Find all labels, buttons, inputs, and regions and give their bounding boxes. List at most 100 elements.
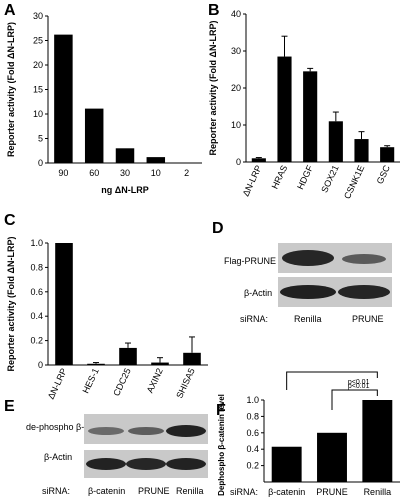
chart-c: 0 0.2 0.4 0.6 0.8 1.0 ΔN-LRP HES-1 CDC25 AXIN2 SHI… [6,237,208,400]
chart-a-ytick-label: 0 [38,158,43,168]
chart-f-bar [362,400,393,482]
chart-b-bar [354,139,369,162]
chart-a: 0 5 10 15 20 25 30 90 60 30 10 2 Reporter activity (… [6,11,202,195]
chart-f-bar [317,432,347,482]
chart-b-bar [380,147,395,162]
chart-f-category-label: PRUNE [316,487,348,497]
blot-e-lane-3: Renilla [176,486,204,496]
chart-b-category-label: CSNK1E [342,164,366,201]
chart-c-bar [55,243,73,365]
chart-f-x-prefix: siRNA: [230,487,258,497]
chart-c-ytick-label: 1.0 [30,238,43,248]
chart-c-category-label: AXIN2 [145,367,165,395]
blot-e-lane-1: β-catenin [88,486,126,496]
chart-a-ytick-label: 5 [38,134,43,144]
chart-b-category-label: HDGF [295,163,315,191]
chart-c-category-label: SHISA5 [174,367,197,400]
blot-e-row-1-label: de-phospho β-catenin [26,422,114,432]
chart-a-ytick-label: 25 [33,36,43,46]
chart-f-category-label: Renilla [364,487,392,497]
blot-e-sirna-prefix: siRNA: [42,486,71,496]
chart-a-ytick-label: 15 [33,85,43,95]
chart-f-bracket-inner [331,389,378,410]
chart-b: 0 10 20 30 40 ΔN-LRP HRAS HDGF SOX21 CSNK1E GSC Rep… [208,9,400,201]
chart-b-bar [328,121,343,162]
chart-f-y-axis-label: Dephospho β-catenin level [217,394,226,496]
chart-b-ytick-label: 30 [231,46,241,56]
chart-f-ytick-label: 0.8 [246,411,259,421]
chart-b-ytick-label: 40 [231,9,241,19]
chart-b-category-label: ΔN-LRP [241,164,264,198]
chart-a-category-label: 60 [89,168,99,178]
chart-b-ytick-label: 10 [231,120,241,130]
chart-f-ytick-label: 0.2 [246,461,259,471]
chart-c-category-label: CDC25 [111,367,133,398]
chart-c-category-label: ΔN-LRP [46,367,69,400]
chart-c-y-axis-label: Reporter activity (Fold ΔN-LRP) [6,237,16,372]
blot-d-band-1-1 [282,250,334,266]
chart-a-bar [146,157,166,163]
blot-d-lane-1: Renilla [294,314,322,324]
chart-a-ytick-label: 20 [33,60,43,70]
chart-b-bar [277,56,292,162]
panel-label-b: B [208,2,220,19]
chart-f-ytick-label: 0.6 [246,428,259,438]
chart-c-bar [119,347,137,365]
western-blot-d: Flag-PRUNE β-Actin siRNA: Renilla PRUNE [212,240,404,360]
blot-d-row-1-label: Flag-PRUNE [224,256,277,266]
chart-a-bar [84,108,104,163]
chart-c-bar [151,362,169,365]
chart-a-category-label: 2 [184,168,189,178]
chart-f-bar [271,446,302,482]
blot-e-band-2-3 [166,458,206,470]
chart-c-category-label: HES-1 [81,367,101,395]
panel-label-a: A [4,2,16,19]
chart-c-ytick-label: 0.4 [30,311,43,321]
panel-label-f: F [216,402,226,419]
chart-c-bar [87,363,105,365]
blot-d-band-2-1 [280,285,336,299]
chart-c-ytick-label: 0.2 [30,336,43,346]
blot-d-image [278,243,392,307]
chart-b-bar [251,158,266,162]
chart-b-bar [303,71,318,162]
chart-a-bar [115,148,135,163]
blot-d-band-1-2 [342,254,386,264]
chart-f-bracket-outer [286,371,378,390]
chart-b-category-label: HRAS [270,164,290,191]
chart-c-ytick-label: 0.8 [30,262,43,272]
blot-e-band-2-2 [126,458,166,470]
chart-b-ytick-label: 0 [236,157,241,167]
chart-f-ytick-label: 0.4 [246,444,259,454]
blot-d-band-2-2 [338,285,390,299]
chart-b-category-label: GSC [375,163,393,185]
chart-f-category-label: β-catenin [268,487,305,497]
western-blot-e: de-phospho β-catenin β-Actin siRNA: β-ca… [0,410,214,500]
blot-e-band-1-2 [128,427,164,435]
chart-a-category-label: 10 [151,168,161,178]
chart-c-bar [183,352,201,365]
blot-e-lane-2: PRUNE [138,486,170,496]
blot-d-sirna-prefix: siRNA: [240,314,269,324]
blot-d-row-2-label: β-Actin [244,288,273,298]
chart-a-ytick-label: 30 [33,11,43,21]
blot-e-band-1-3 [166,425,206,437]
chart-f: 0.2 0.4 0.6 0.8 1.0 β-catenin PRUNE Renilla Deph… [217,371,400,497]
chart-f-annotation-inner: p<0.01 [348,383,370,390]
chart-a-bar [177,162,196,164]
blot-e-band-2-1 [86,458,126,470]
chart-c-ytick-label: 0 [38,360,43,370]
panel-label-d: D [212,220,224,237]
chart-a-ytick-label: 10 [33,109,43,119]
chart-a-y-axis-label: Reporter activity (Fold ΔN-LRP) [6,22,16,157]
chart-a-x-axis-label: ng ΔN-LRP [101,185,148,195]
chart-c-ytick-label: 0.6 [30,287,43,297]
blot-e-row-2-label: β-Actin [44,452,73,462]
blot-e-image [84,414,208,478]
panel-label-c: C [4,212,16,229]
chart-f-ytick-label: 1.0 [246,395,259,405]
chart-b-category-label: SOX21 [319,164,340,195]
chart-b-y-axis-label: Reporter activity (Fold ΔN-LRP) [208,21,218,156]
chart-a-bar [54,34,73,164]
panel-label-e: E [4,398,15,415]
